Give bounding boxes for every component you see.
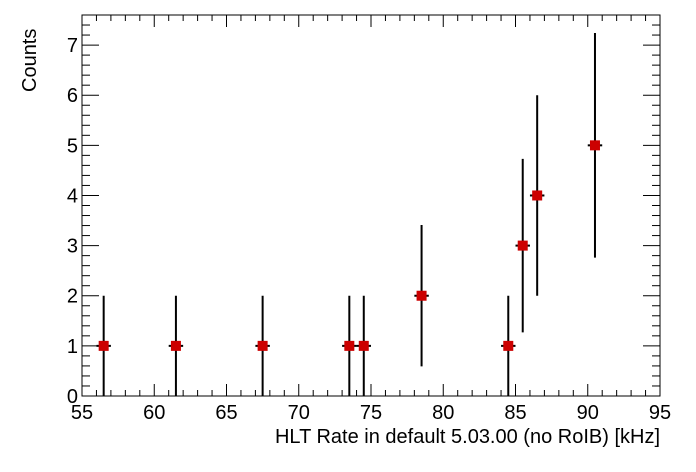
y-tick-label: 7 — [67, 35, 78, 57]
x-tick-label: 60 — [143, 402, 165, 424]
data-point — [96, 295, 111, 396]
plot-frame — [81, 14, 661, 397]
data-marker — [358, 340, 369, 351]
data-marker — [589, 140, 600, 151]
x-tick-label: 70 — [288, 402, 310, 424]
data-marker — [416, 290, 427, 301]
data-marker — [98, 340, 109, 351]
y-tick-label: 2 — [67, 286, 78, 308]
x-tick-labels: 55 60 65 70 75 80 85 90 95 — [71, 402, 671, 424]
data-point — [342, 295, 357, 396]
data-point — [515, 158, 530, 333]
data-marker — [257, 340, 268, 351]
y-tick-labels: 0 1 2 3 4 5 6 7 — [67, 35, 78, 408]
data-marker — [517, 240, 528, 251]
data-point — [168, 295, 184, 396]
data-point — [414, 225, 429, 367]
x-axis-label: HLT Rate in default 5.03.00 (no RoIB) [k… — [275, 426, 660, 448]
y-tick-label: 3 — [67, 236, 78, 258]
x-tick-label: 55 — [71, 402, 93, 424]
x-tick-label: 65 — [215, 402, 237, 424]
y-tick-label: 4 — [67, 185, 78, 207]
data-marker — [170, 340, 181, 351]
y-tick-label: 5 — [67, 135, 78, 157]
data-marker — [532, 190, 543, 201]
y-axis-label: Counts — [19, 29, 41, 92]
data-point — [529, 95, 545, 296]
x-tick-label: 85 — [504, 402, 526, 424]
data-points — [96, 33, 603, 396]
data-point — [587, 33, 603, 258]
data-marker — [503, 340, 514, 351]
data-marker — [344, 340, 355, 351]
x-tick-label: 90 — [577, 402, 599, 424]
data-point — [255, 295, 270, 396]
x-tick-label: 75 — [360, 402, 382, 424]
data-point — [356, 295, 371, 396]
x-tick-label: 95 — [649, 402, 671, 424]
y-tick-label: 6 — [67, 85, 78, 107]
x-tick-label: 80 — [432, 402, 454, 424]
y-tick-label: 1 — [67, 336, 78, 358]
y-tick-label: 0 — [67, 386, 78, 408]
data-point — [501, 295, 516, 396]
axis-ticks — [81, 14, 661, 397]
